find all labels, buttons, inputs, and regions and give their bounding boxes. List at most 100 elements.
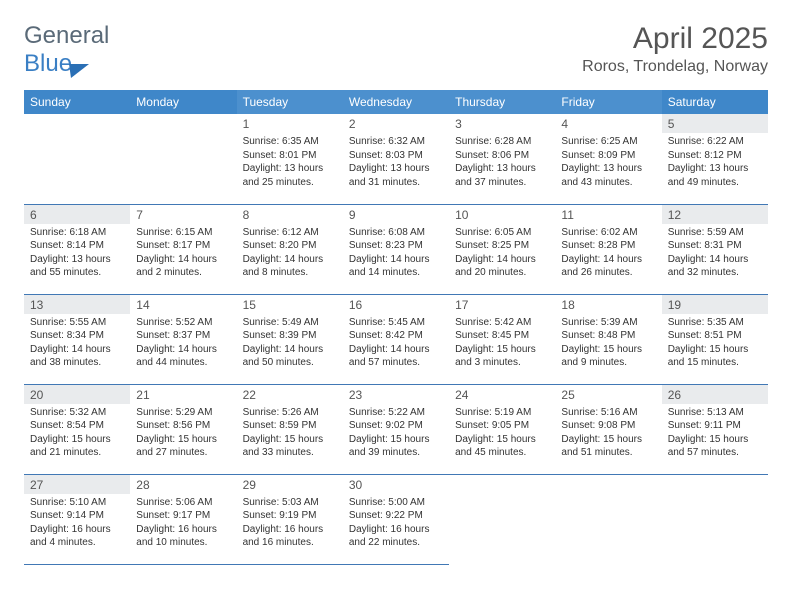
- day-cell: 9Sunrise: 6:08 AMSunset: 8:23 PMDaylight…: [343, 204, 449, 294]
- day-header: Friday: [555, 90, 661, 114]
- day-cell: 17Sunrise: 5:42 AMSunset: 8:45 PMDayligh…: [449, 294, 555, 384]
- day-number: 26: [662, 385, 768, 404]
- day-details: Sunrise: 5:19 AMSunset: 9:05 PMDaylight:…: [449, 404, 555, 464]
- day-cell: 14Sunrise: 5:52 AMSunset: 8:37 PMDayligh…: [130, 294, 236, 384]
- day-number: 24: [449, 385, 555, 404]
- day-details: Sunrise: 5:22 AMSunset: 9:02 PMDaylight:…: [343, 404, 449, 464]
- month-title: April 2025: [582, 22, 768, 56]
- calendar-row: 27Sunrise: 5:10 AMSunset: 9:14 PMDayligh…: [24, 474, 768, 564]
- day-cell: 3Sunrise: 6:28 AMSunset: 8:06 PMDaylight…: [449, 114, 555, 204]
- calendar-row: 20Sunrise: 5:32 AMSunset: 8:54 PMDayligh…: [24, 384, 768, 474]
- empty-cell: [24, 114, 130, 204]
- day-number: 11: [555, 205, 661, 224]
- day-number: 16: [343, 295, 449, 314]
- day-details: Sunrise: 5:39 AMSunset: 8:48 PMDaylight:…: [555, 314, 661, 374]
- day-details: Sunrise: 5:29 AMSunset: 8:56 PMDaylight:…: [130, 404, 236, 464]
- day-number: 18: [555, 295, 661, 314]
- day-details: Sunrise: 6:02 AMSunset: 8:28 PMDaylight:…: [555, 224, 661, 284]
- day-details: Sunrise: 6:25 AMSunset: 8:09 PMDaylight:…: [555, 133, 661, 193]
- day-number: 6: [24, 205, 130, 224]
- day-cell: 23Sunrise: 5:22 AMSunset: 9:02 PMDayligh…: [343, 384, 449, 474]
- calendar-table: SundayMondayTuesdayWednesdayThursdayFrid…: [24, 90, 768, 565]
- logo: General Blue: [24, 22, 109, 78]
- header: General Blue April 2025 Roros, Trondelag…: [24, 22, 768, 78]
- day-number: 23: [343, 385, 449, 404]
- day-details: Sunrise: 5:55 AMSunset: 8:34 PMDaylight:…: [24, 314, 130, 374]
- day-number: 10: [449, 205, 555, 224]
- day-number: 14: [130, 295, 236, 314]
- day-number: 17: [449, 295, 555, 314]
- day-cell: 24Sunrise: 5:19 AMSunset: 9:05 PMDayligh…: [449, 384, 555, 474]
- day-number: 9: [343, 205, 449, 224]
- day-cell: 19Sunrise: 5:35 AMSunset: 8:51 PMDayligh…: [662, 294, 768, 384]
- day-details: Sunrise: 6:05 AMSunset: 8:25 PMDaylight:…: [449, 224, 555, 284]
- day-details: Sunrise: 5:03 AMSunset: 9:19 PMDaylight:…: [237, 494, 343, 554]
- location: Roros, Trondelag, Norway: [582, 58, 768, 76]
- day-details: Sunrise: 5:13 AMSunset: 9:11 PMDaylight:…: [662, 404, 768, 464]
- day-details: Sunrise: 5:06 AMSunset: 9:17 PMDaylight:…: [130, 494, 236, 554]
- day-details: Sunrise: 6:35 AMSunset: 8:01 PMDaylight:…: [237, 133, 343, 193]
- calendar-body: 1Sunrise: 6:35 AMSunset: 8:01 PMDaylight…: [24, 114, 768, 564]
- day-details: Sunrise: 6:28 AMSunset: 8:06 PMDaylight:…: [449, 133, 555, 193]
- day-cell: 20Sunrise: 5:32 AMSunset: 8:54 PMDayligh…: [24, 384, 130, 474]
- day-number: 20: [24, 385, 130, 404]
- day-number: 1: [237, 114, 343, 133]
- day-cell: 25Sunrise: 5:16 AMSunset: 9:08 PMDayligh…: [555, 384, 661, 474]
- day-cell: 12Sunrise: 5:59 AMSunset: 8:31 PMDayligh…: [662, 204, 768, 294]
- day-details: Sunrise: 5:16 AMSunset: 9:08 PMDaylight:…: [555, 404, 661, 464]
- day-number: 21: [130, 385, 236, 404]
- day-number: 19: [662, 295, 768, 314]
- day-header-row: SundayMondayTuesdayWednesdayThursdayFrid…: [24, 90, 768, 114]
- day-cell: 7Sunrise: 6:15 AMSunset: 8:17 PMDaylight…: [130, 204, 236, 294]
- empty-cell: [449, 474, 555, 564]
- title-block: April 2025 Roros, Trondelag, Norway: [582, 22, 768, 76]
- day-header: Wednesday: [343, 90, 449, 114]
- day-number: 2: [343, 114, 449, 133]
- day-cell: 1Sunrise: 6:35 AMSunset: 8:01 PMDaylight…: [237, 114, 343, 204]
- calendar-row: 6Sunrise: 6:18 AMSunset: 8:14 PMDaylight…: [24, 204, 768, 294]
- day-cell: 13Sunrise: 5:55 AMSunset: 8:34 PMDayligh…: [24, 294, 130, 384]
- day-cell: 11Sunrise: 6:02 AMSunset: 8:28 PMDayligh…: [555, 204, 661, 294]
- day-number: 27: [24, 475, 130, 494]
- day-cell: 27Sunrise: 5:10 AMSunset: 9:14 PMDayligh…: [24, 474, 130, 564]
- day-cell: 15Sunrise: 5:49 AMSunset: 8:39 PMDayligh…: [237, 294, 343, 384]
- day-details: Sunrise: 5:10 AMSunset: 9:14 PMDaylight:…: [24, 494, 130, 554]
- day-details: Sunrise: 5:52 AMSunset: 8:37 PMDaylight:…: [130, 314, 236, 374]
- day-details: Sunrise: 5:26 AMSunset: 8:59 PMDaylight:…: [237, 404, 343, 464]
- day-number: 4: [555, 114, 661, 133]
- day-details: Sunrise: 5:49 AMSunset: 8:39 PMDaylight:…: [237, 314, 343, 374]
- day-cell: 21Sunrise: 5:29 AMSunset: 8:56 PMDayligh…: [130, 384, 236, 474]
- day-header: Sunday: [24, 90, 130, 114]
- day-cell: 29Sunrise: 5:03 AMSunset: 9:19 PMDayligh…: [237, 474, 343, 564]
- logo-part1: General: [24, 22, 109, 49]
- day-header: Monday: [130, 90, 236, 114]
- day-details: Sunrise: 5:32 AMSunset: 8:54 PMDaylight:…: [24, 404, 130, 464]
- day-number: 13: [24, 295, 130, 314]
- day-header: Thursday: [449, 90, 555, 114]
- day-cell: 4Sunrise: 6:25 AMSunset: 8:09 PMDaylight…: [555, 114, 661, 204]
- day-details: Sunrise: 5:59 AMSunset: 8:31 PMDaylight:…: [662, 224, 768, 284]
- day-details: Sunrise: 6:18 AMSunset: 8:14 PMDaylight:…: [24, 224, 130, 284]
- day-header: Tuesday: [237, 90, 343, 114]
- day-cell: 8Sunrise: 6:12 AMSunset: 8:20 PMDaylight…: [237, 204, 343, 294]
- day-details: Sunrise: 5:42 AMSunset: 8:45 PMDaylight:…: [449, 314, 555, 374]
- day-cell: 28Sunrise: 5:06 AMSunset: 9:17 PMDayligh…: [130, 474, 236, 564]
- day-cell: 30Sunrise: 5:00 AMSunset: 9:22 PMDayligh…: [343, 474, 449, 564]
- day-header: Saturday: [662, 90, 768, 114]
- day-number: 3: [449, 114, 555, 133]
- day-details: Sunrise: 5:45 AMSunset: 8:42 PMDaylight:…: [343, 314, 449, 374]
- day-cell: 2Sunrise: 6:32 AMSunset: 8:03 PMDaylight…: [343, 114, 449, 204]
- day-number: 7: [130, 205, 236, 224]
- day-cell: 26Sunrise: 5:13 AMSunset: 9:11 PMDayligh…: [662, 384, 768, 474]
- day-cell: 5Sunrise: 6:22 AMSunset: 8:12 PMDaylight…: [662, 114, 768, 204]
- empty-cell: [662, 474, 768, 564]
- day-cell: 16Sunrise: 5:45 AMSunset: 8:42 PMDayligh…: [343, 294, 449, 384]
- day-details: Sunrise: 5:35 AMSunset: 8:51 PMDaylight:…: [662, 314, 768, 374]
- day-cell: 10Sunrise: 6:05 AMSunset: 8:25 PMDayligh…: [449, 204, 555, 294]
- empty-cell: [130, 114, 236, 204]
- day-number: 22: [237, 385, 343, 404]
- day-number: 25: [555, 385, 661, 404]
- day-number: 15: [237, 295, 343, 314]
- logo-triangle-icon: [69, 64, 91, 78]
- day-cell: 6Sunrise: 6:18 AMSunset: 8:14 PMDaylight…: [24, 204, 130, 294]
